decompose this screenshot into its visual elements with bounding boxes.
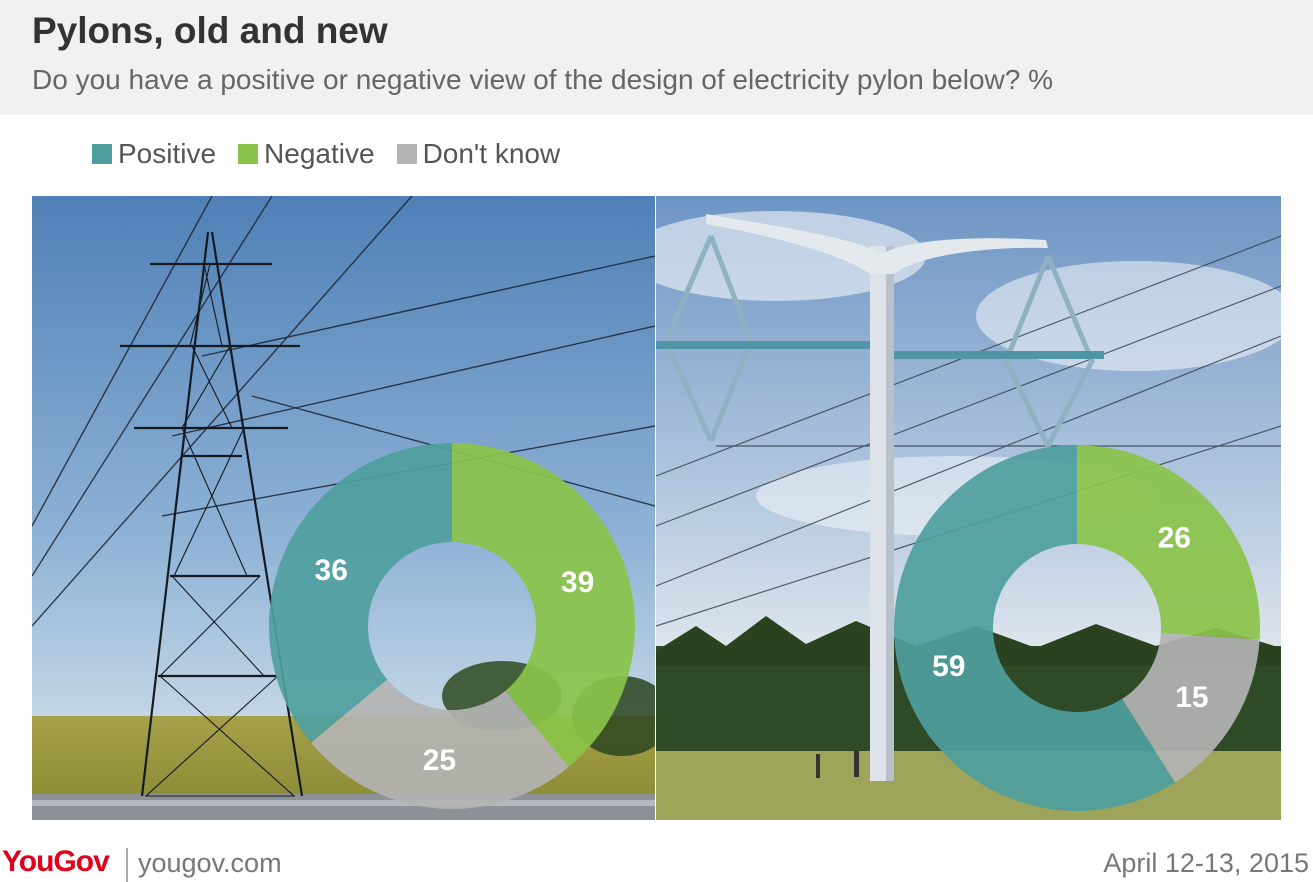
legend: Positive Negative Don't know (92, 137, 582, 171)
header-band: Pylons, old and new Do you have a positi… (0, 0, 1313, 115)
legend-swatch-positive (92, 144, 112, 164)
legend-item-negative: Negative (238, 138, 375, 170)
footer-divider (126, 848, 128, 882)
yougov-logo: YouGov (2, 845, 110, 878)
chart-title: Pylons, old and new (32, 10, 388, 51)
t-pylon-photo (656, 196, 1281, 820)
legend-item-dont-know: Don't know (396, 138, 561, 170)
legend-label-negative: Negative (264, 138, 375, 169)
legend-swatch-negative (238, 144, 259, 164)
chart-subtitle: Do you have a positive or negative view … (32, 64, 1054, 95)
legend-item-positive: Positive (92, 138, 216, 170)
lattice-pylon-photo (32, 196, 655, 820)
footer-date: April 12-13, 2015 (1103, 848, 1309, 878)
legend-swatch-dont-know (396, 144, 417, 164)
legend-label-dont-know: Don't know (422, 138, 561, 169)
legend-label-positive: Positive (118, 138, 217, 169)
footer-site: yougov.com (138, 848, 282, 878)
